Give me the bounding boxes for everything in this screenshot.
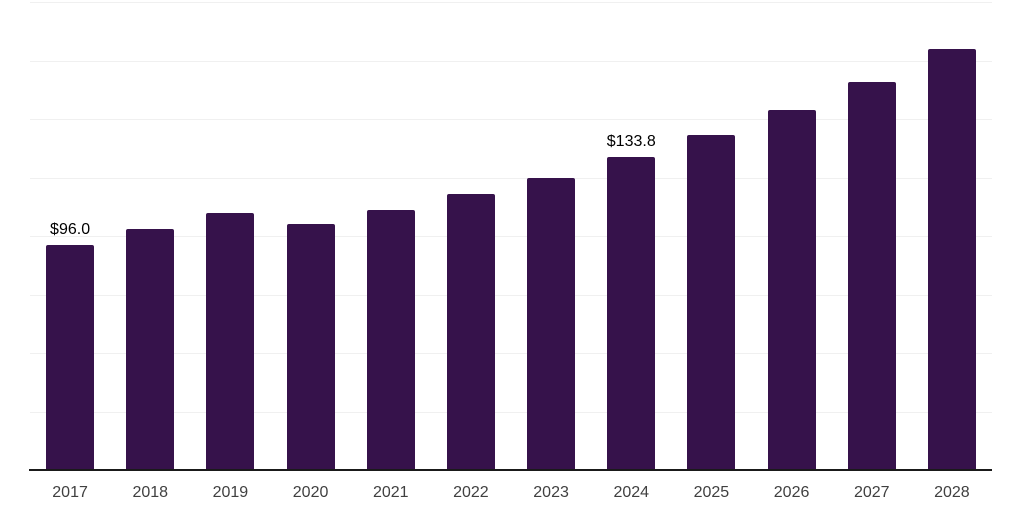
- x-axis-label: 2024: [613, 484, 650, 501]
- gridline: [30, 236, 992, 237]
- gridline: [30, 2, 992, 3]
- bar-2020: [286, 224, 335, 470]
- x-axis-label: 2020: [292, 484, 329, 501]
- gridline: [30, 60, 992, 62]
- gridline: [30, 119, 992, 120]
- bar-2021: [366, 210, 415, 470]
- x-axis-label: 2019: [212, 484, 249, 501]
- bar-2022: [446, 193, 495, 470]
- gridline: [30, 411, 992, 413]
- bar-2024: [607, 156, 656, 470]
- x-axis-label: 2027: [853, 484, 890, 501]
- bar-value-label: $96.0: [50, 221, 91, 239]
- x-axis-label: 2028: [934, 484, 970, 501]
- x-axis-label: 2026: [773, 484, 810, 501]
- x-axis-label: 2021: [372, 484, 409, 501]
- x-axis-label: 2018: [132, 484, 169, 501]
- bar-2025: [687, 135, 736, 470]
- bar-2028: [927, 48, 976, 470]
- gridline: [30, 353, 992, 354]
- gridline: [30, 177, 992, 179]
- bar-2026: [767, 109, 816, 470]
- x-axis-label: 2023: [533, 484, 569, 501]
- bar-2019: [206, 212, 255, 470]
- bar-value-label: $133.8: [606, 132, 656, 150]
- bar-2027: [847, 81, 896, 470]
- bar-2023: [527, 177, 576, 470]
- gridline: [30, 294, 992, 296]
- bar-2018: [126, 228, 175, 470]
- bar-2017: [46, 245, 95, 470]
- x-axis-label: 2017: [52, 484, 88, 501]
- x-axis-label: 2025: [693, 484, 730, 501]
- x-axis-label: 2022: [453, 484, 489, 501]
- x-axis-line: [29, 469, 992, 471]
